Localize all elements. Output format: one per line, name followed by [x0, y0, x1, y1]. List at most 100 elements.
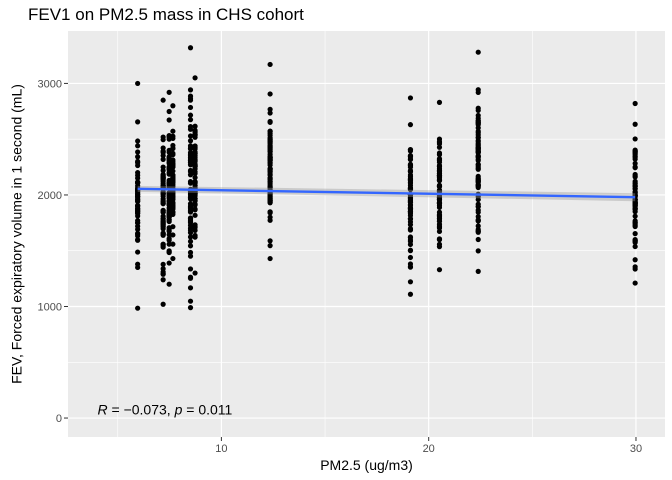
- grid-minor: [68, 31, 665, 437]
- data-point: [160, 177, 166, 183]
- data-point: [267, 209, 273, 215]
- data-point: [160, 226, 166, 232]
- data-point: [160, 231, 166, 237]
- data-point: [475, 268, 481, 274]
- data-point: [475, 175, 481, 181]
- data-point: [436, 236, 443, 242]
- data-point: [267, 162, 273, 168]
- data-point: [192, 132, 198, 138]
- data-point: [436, 188, 443, 194]
- data-point: [170, 194, 176, 200]
- data-point: [632, 186, 638, 192]
- data-point: [475, 248, 481, 254]
- data-point: [632, 257, 638, 263]
- data-point: [475, 107, 481, 114]
- data-point: [187, 95, 194, 102]
- data-point: [170, 199, 176, 206]
- data-point: [632, 100, 638, 107]
- data-point: [267, 243, 273, 249]
- data-point: [170, 224, 176, 230]
- data-point: [135, 160, 141, 166]
- x-tick-label: 10: [215, 443, 227, 455]
- data-point: [170, 152, 176, 158]
- data-point: [187, 162, 194, 168]
- data-point: [187, 275, 194, 281]
- data-point: [436, 167, 443, 174]
- data-point: [135, 154, 141, 160]
- data-point: [436, 162, 443, 168]
- data-point: [632, 164, 638, 170]
- data-point: [187, 249, 194, 256]
- data-point: [192, 123, 198, 129]
- data-point: [475, 184, 481, 191]
- data-point: [436, 200, 443, 206]
- data-point: [267, 106, 273, 112]
- data-point: [187, 230, 194, 236]
- data-point: [436, 209, 443, 215]
- data-point: [192, 75, 198, 81]
- data-point: [187, 179, 194, 185]
- y-tick-label: 3000: [38, 78, 62, 90]
- data-point: [166, 249, 172, 256]
- data-point: [407, 227, 414, 233]
- data-point: [436, 138, 443, 145]
- data-point: [407, 248, 414, 254]
- data-point: [407, 122, 414, 128]
- data-point: [135, 143, 141, 149]
- data-point: [192, 179, 198, 185]
- data-point: [407, 199, 414, 205]
- data-point: [135, 220, 141, 226]
- data-point: [187, 209, 194, 215]
- data-point: [160, 301, 166, 307]
- data-point: [187, 298, 194, 304]
- regression-line-group: [137, 185, 636, 202]
- data-point: [135, 237, 141, 243]
- data-point: [192, 227, 198, 233]
- x-axis-title: PM2.5 (ug/m3): [320, 457, 413, 473]
- data-point: [407, 95, 414, 101]
- data-point: [475, 236, 481, 243]
- data-point: [160, 269, 166, 275]
- data-point: [475, 134, 481, 140]
- data-point: [187, 138, 194, 144]
- plot-panel: [68, 31, 665, 437]
- data-point: [160, 277, 166, 283]
- data-point: [475, 117, 481, 124]
- data-point: [475, 146, 481, 152]
- data-point: [170, 255, 176, 262]
- data-point: [192, 154, 198, 161]
- data-point: [267, 119, 273, 125]
- data-point: [160, 97, 166, 103]
- data-point: [187, 104, 194, 111]
- data-point: [160, 241, 166, 247]
- data-point: [166, 281, 172, 287]
- data-point: [135, 138, 141, 144]
- annotation-p-value: = 0.011: [182, 402, 232, 418]
- data-point: [407, 164, 414, 170]
- data-point: [267, 110, 273, 116]
- data-point: [475, 112, 481, 119]
- data-point: [187, 169, 194, 175]
- data-point: [632, 121, 638, 127]
- data-point: [436, 267, 443, 273]
- chart-title: FEV1 on PM2.5 mass in CHS cohort: [28, 5, 304, 24]
- data-point: [475, 140, 481, 146]
- data-point: [135, 149, 141, 155]
- data-point: [166, 89, 172, 95]
- data-point: [632, 147, 638, 153]
- data-point: [436, 194, 443, 200]
- data-point: [436, 152, 443, 158]
- data-point: [135, 198, 141, 204]
- data-point: [407, 219, 414, 225]
- data-point: [170, 232, 176, 238]
- data-point: [267, 238, 273, 244]
- data-point: [187, 243, 194, 249]
- data-point: [407, 168, 414, 174]
- data-point: [407, 156, 414, 162]
- data-point: [160, 216, 166, 222]
- data-point: [407, 291, 414, 297]
- data-point: [160, 207, 166, 213]
- data-point: [632, 266, 638, 272]
- data-point: [407, 205, 414, 211]
